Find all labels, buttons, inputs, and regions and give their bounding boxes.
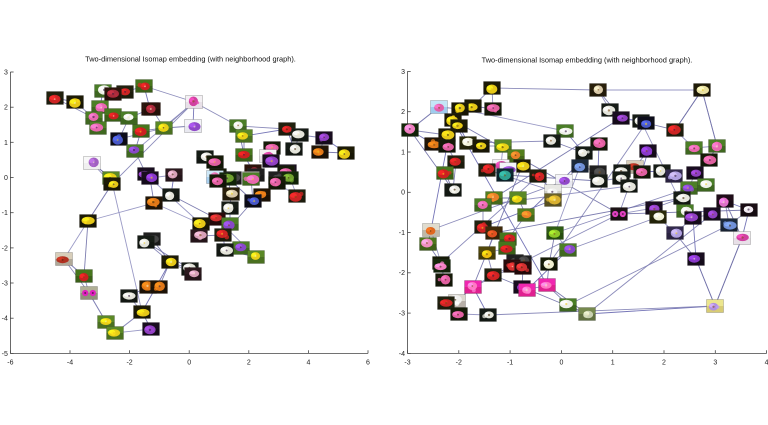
svg-text:3: 3 [4, 69, 8, 76]
svg-text:1: 1 [611, 359, 615, 366]
svg-text:-3: -3 [2, 280, 8, 287]
svg-text:0: 0 [4, 175, 8, 182]
svg-text:-1: -1 [399, 230, 405, 237]
svg-text:Two-dimensional Isomap embeddi: Two-dimensional Isomap embedding (with n… [85, 55, 296, 64]
svg-text:0: 0 [187, 359, 191, 366]
svg-text:-1: -1 [507, 359, 513, 366]
svg-text:6: 6 [366, 359, 370, 366]
svg-text:4: 4 [765, 359, 768, 366]
svg-text:0: 0 [401, 190, 405, 197]
svg-text:-4: -4 [67, 359, 73, 366]
svg-text:-1: -1 [2, 210, 8, 217]
svg-text:-2: -2 [399, 270, 405, 277]
svg-text:2: 2 [662, 359, 666, 366]
svg-text:-2: -2 [2, 245, 8, 252]
svg-text:-6: -6 [7, 359, 13, 366]
svg-text:-2: -2 [126, 359, 132, 366]
svg-text:-2: -2 [456, 359, 462, 366]
svg-text:-3: -3 [399, 311, 405, 318]
svg-text:2: 2 [401, 109, 405, 116]
svg-text:3: 3 [713, 359, 717, 366]
svg-text:0: 0 [559, 359, 563, 366]
svg-text:1: 1 [4, 140, 8, 147]
svg-text:-4: -4 [399, 351, 405, 358]
svg-text:3: 3 [401, 69, 405, 76]
svg-text:Two-dimensional Isomap embeddi: Two-dimensional Isomap embedding (with n… [482, 56, 693, 65]
svg-text:-4: -4 [2, 316, 8, 323]
svg-text:-3: -3 [404, 359, 410, 366]
svg-text:2: 2 [4, 105, 8, 112]
svg-text:2: 2 [247, 359, 251, 366]
svg-text:-5: -5 [2, 351, 8, 358]
svg-text:4: 4 [306, 359, 310, 366]
svg-text:1: 1 [401, 149, 405, 156]
